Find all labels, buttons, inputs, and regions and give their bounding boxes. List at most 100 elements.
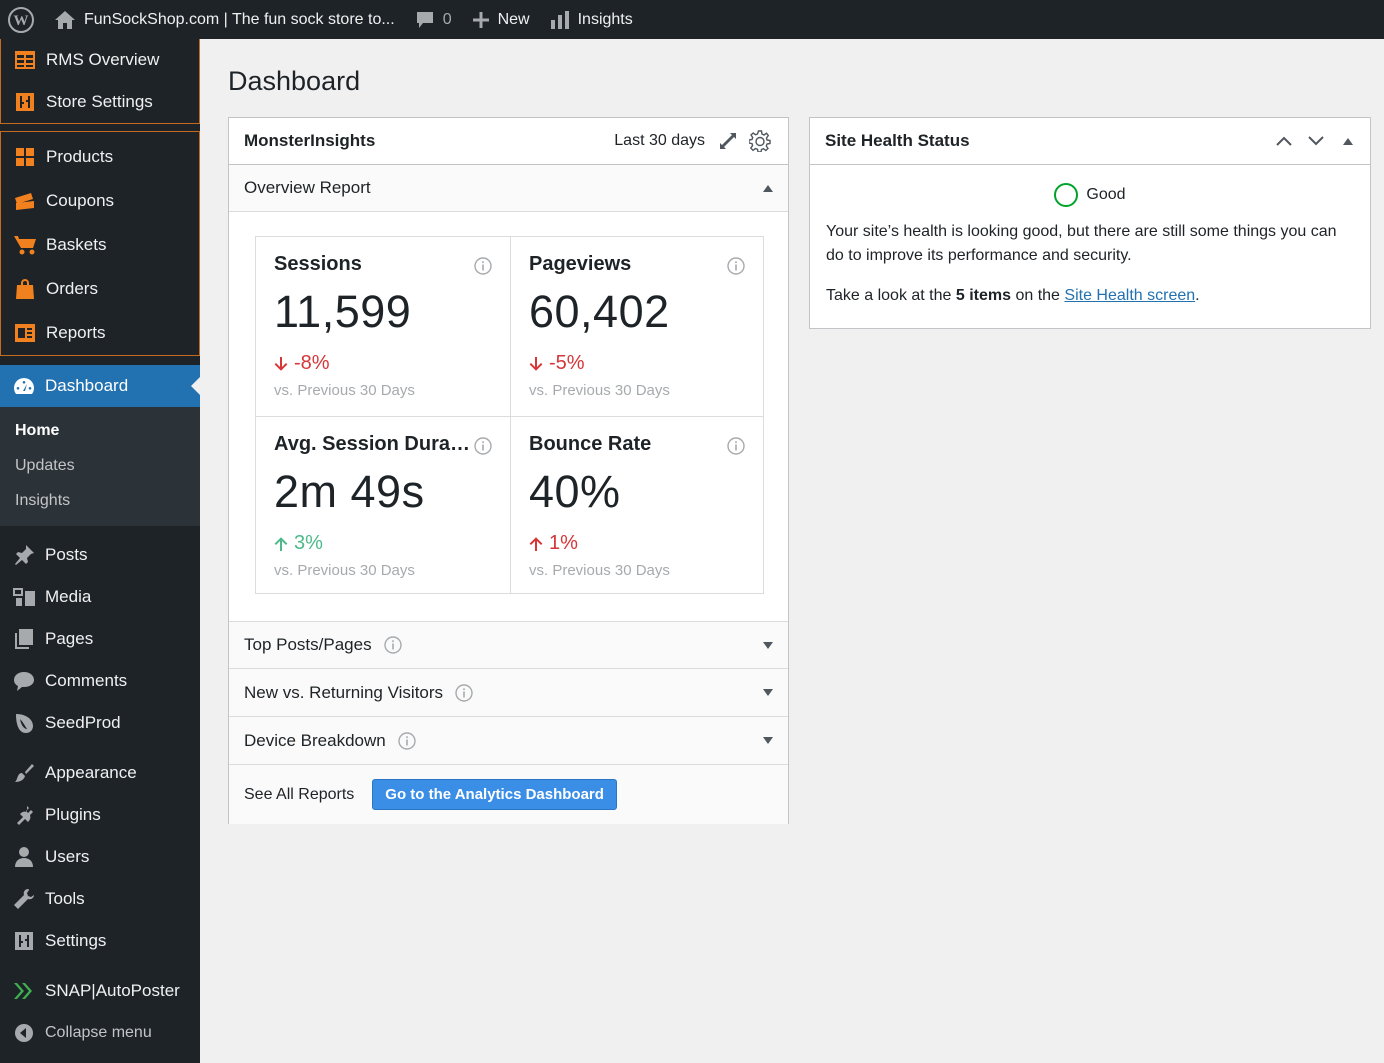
move-down-button[interactable] [1300, 125, 1332, 157]
health-circle-icon [1054, 183, 1079, 207]
arrow-up-icon [274, 536, 288, 551]
sidebar-item-comments[interactable]: Comments [0, 660, 200, 702]
expand-arrow-icon [763, 737, 773, 744]
metric-change-value: 3% [294, 532, 323, 554]
sidebar-item-orders[interactable]: Orders [1, 267, 199, 311]
overview-report-label: Overview Report [244, 178, 371, 197]
sidebar-item-reports[interactable]: Reports [1, 311, 199, 355]
section-top-posts-pages[interactable]: Top Posts/Pages [229, 621, 788, 669]
site-title: FunSockShop.com | The fun sock store to.… [84, 10, 395, 28]
wordpress-icon: W [8, 6, 34, 33]
sidebar-item-label: SeedProd [45, 713, 121, 732]
report-sections: Top Posts/Pages New vs. Returning Visito… [229, 621, 788, 824]
sidebar-item-settings[interactable]: Settings [0, 920, 200, 962]
sidebar-item-media[interactable]: Media [0, 576, 200, 618]
collapse-menu-label: Collapse menu [45, 1024, 152, 1041]
sidebar-item-label: Store Settings [46, 92, 153, 111]
section-new-vs-returning[interactable]: New vs. Returning Visitors [229, 669, 788, 717]
submenu-item-home[interactable]: Home [15, 421, 60, 439]
arrow-up-icon [529, 536, 543, 551]
table-icon [13, 48, 37, 72]
rms-menu-group-1: RMS Overview Store Settings [0, 39, 200, 124]
widget-title: Site Health Status [825, 131, 970, 150]
new-content-link[interactable]: New [462, 0, 540, 39]
sidebar-item-rms-overview[interactable]: RMS Overview [1, 39, 199, 81]
info-icon[interactable] [398, 731, 416, 750]
user-icon [12, 845, 36, 869]
info-icon[interactable] [455, 683, 473, 702]
sidebar-item-label: Dashboard [45, 376, 129, 395]
move-up-button[interactable] [1268, 125, 1300, 157]
section-label: New vs. Returning Visitors [244, 682, 444, 702]
sidebar-item-coupons[interactable]: Coupons [1, 179, 199, 223]
metric-change: 1% [529, 532, 745, 555]
sidebar-item-products[interactable]: Products [1, 135, 199, 179]
media-icon [12, 585, 36, 609]
info-icon[interactable] [383, 636, 402, 654]
sidebar-item-plugins[interactable]: Plugins [0, 794, 200, 836]
info-icon[interactable] [727, 257, 745, 280]
sidebar-item-store-settings[interactable]: Store Settings [1, 81, 199, 123]
sidebar-item-pages[interactable]: Pages [0, 618, 200, 660]
arrow-down-icon [529, 356, 543, 371]
metric-title: Avg. Session Duration [274, 433, 470, 455]
dashboard-icon [12, 374, 36, 398]
bag-icon [13, 277, 37, 301]
collapse-menu-button[interactable]: Collapse menu [0, 1012, 200, 1054]
sidebar-item-label: Comments [45, 671, 128, 690]
sidebar-item-tools[interactable]: Tools [0, 878, 200, 920]
sidebar-item-snap-autoposter[interactable]: SNAP|AutoPoster [0, 970, 200, 1012]
snap-icon [12, 979, 36, 1003]
info-icon[interactable] [474, 437, 492, 460]
sidebar-item-users[interactable]: Users [0, 836, 200, 878]
pages-icon [12, 627, 36, 651]
sidebar-item-label: Coupons [46, 191, 115, 210]
section-device-breakdown[interactable]: Device Breakdown [229, 717, 788, 765]
metric-pageviews: Pageviews 60,402 -5% vs. Previous 30 Day… [510, 237, 763, 416]
overview-report-toggle[interactable]: Overview Report [229, 165, 788, 212]
on-the-text: on the [1015, 287, 1060, 304]
sidebar-item-label: Posts [45, 545, 88, 564]
wordpress-logo-button[interactable]: W [0, 0, 44, 39]
site-health-screen-link[interactable]: Site Health screen [1064, 287, 1196, 304]
coupon-icon [13, 189, 37, 213]
insights-link[interactable]: Insights [540, 0, 643, 39]
expand-arrow-icon [763, 689, 773, 696]
toggle-panel-button[interactable] [1332, 125, 1364, 157]
analytics-dashboard-button[interactable]: Go to the Analytics Dashboard [372, 779, 617, 810]
metric-change: -8% [274, 352, 492, 375]
metric-value: 60,402 [529, 286, 670, 337]
wrench-icon [12, 887, 36, 911]
metric-title: Bounce Rate [529, 433, 652, 455]
sidebar-item-label: SNAP|AutoPoster [45, 981, 180, 1000]
submenu-item-insights[interactable]: Insights [15, 491, 71, 509]
sidebar-item-appearance[interactable]: Appearance [0, 752, 200, 794]
sidebar-item-seedprod[interactable]: SeedProd [0, 702, 200, 744]
info-icon[interactable] [727, 437, 745, 460]
seedprod-icon [12, 711, 36, 735]
metric-title: Sessions [274, 253, 362, 275]
settings-icon [12, 929, 36, 953]
see-all-reports-link[interactable]: See All Reports [244, 785, 355, 803]
period-selector[interactable]: Last 30 days [614, 132, 705, 149]
expand-icon[interactable] [715, 128, 741, 154]
sidebar-item-baskets[interactable]: Baskets [1, 223, 199, 267]
sidebar-item-label: Products [46, 147, 114, 166]
sidebar-item-label: Plugins [45, 805, 101, 824]
comments-link[interactable]: 0 [405, 0, 462, 39]
sidebar-item-label: RMS Overview [46, 50, 160, 69]
metric-value: 11,599 [274, 286, 412, 337]
sidebar-item-posts[interactable]: Posts [0, 534, 200, 576]
site-name-link[interactable]: FunSockShop.com | The fun sock store to.… [44, 0, 405, 39]
sidebar-item-label: Pages [45, 629, 94, 648]
gear-icon[interactable] [747, 128, 773, 154]
sidebar-item-dashboard[interactable]: Dashboard [0, 365, 200, 407]
comments-count: 0 [442, 10, 452, 28]
info-icon[interactable] [474, 257, 492, 280]
brush-icon [12, 761, 36, 785]
submenu-item-updates[interactable]: Updates [15, 456, 75, 474]
metrics-grid: Sessions 11,599 -8% vs. Previous 30 Days… [255, 236, 764, 594]
site-health-widget: Site Health Status Good Your site’s heal… [809, 117, 1371, 329]
chevron-up-icon [1276, 136, 1292, 146]
sidebar-item-label: Media [45, 587, 92, 606]
